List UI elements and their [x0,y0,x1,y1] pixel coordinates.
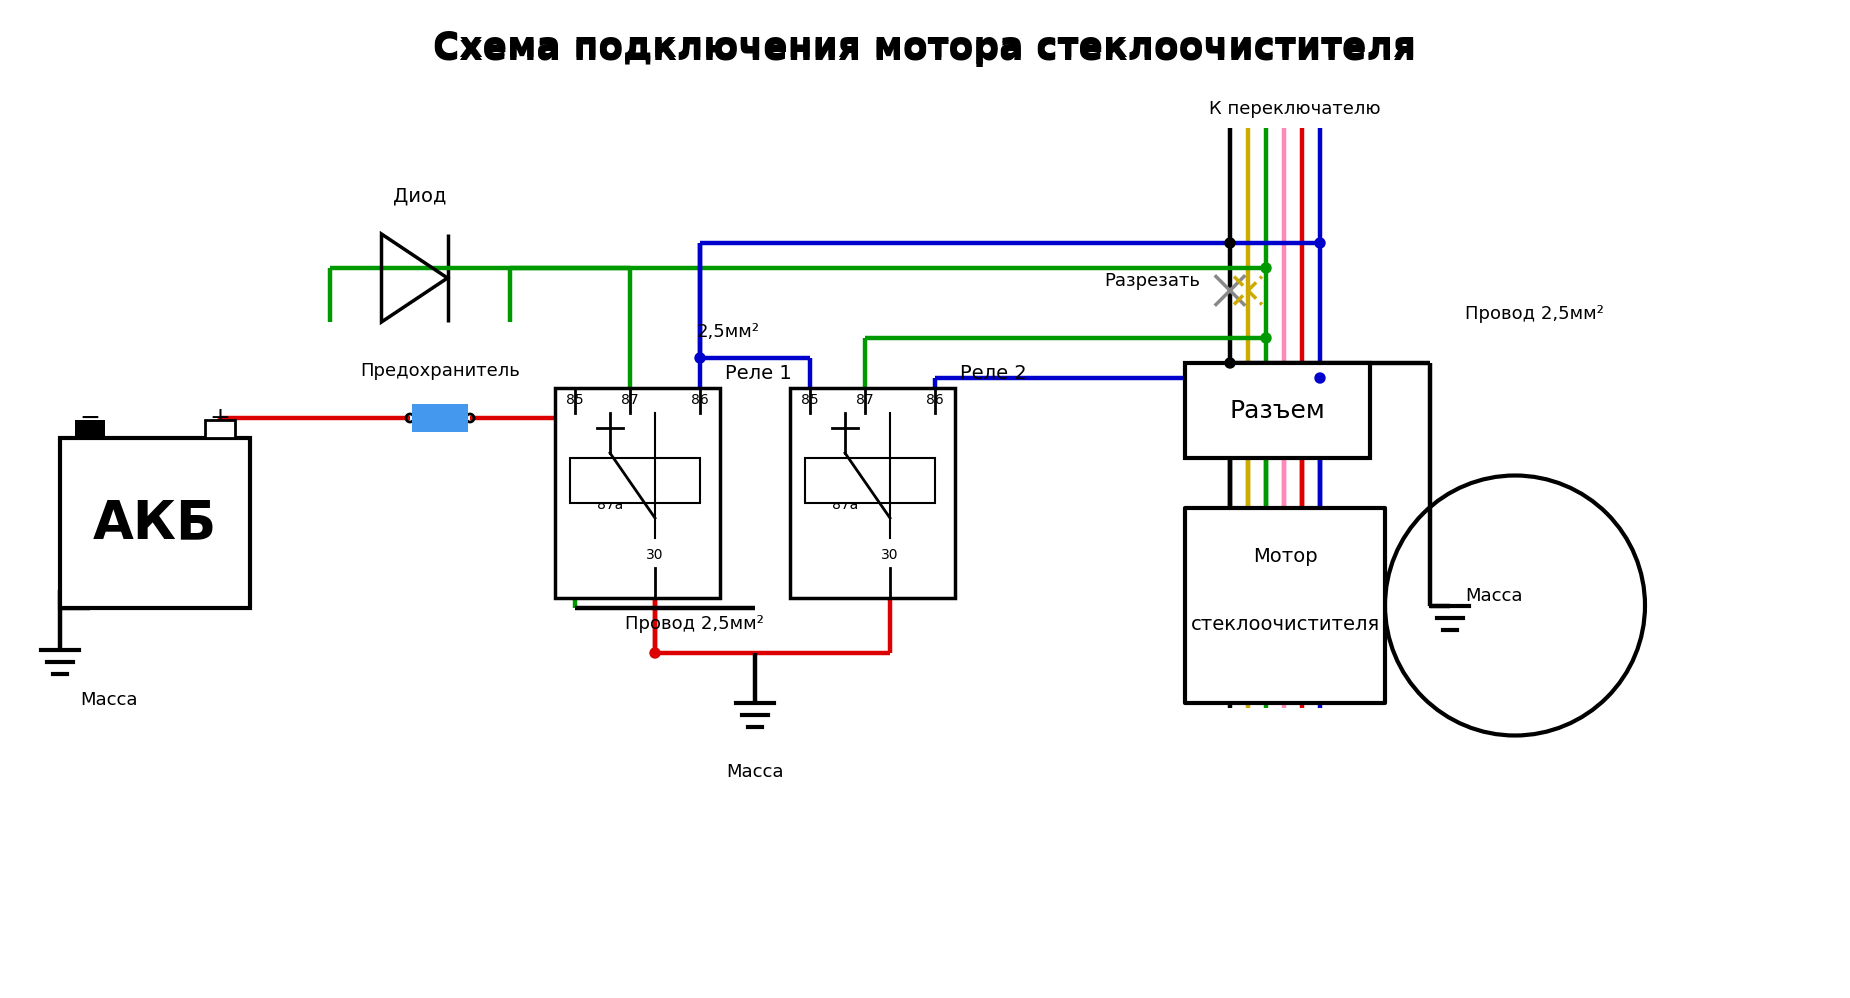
Text: Мотор

стеклоочистителя: Мотор стеклоочистителя [1190,547,1380,634]
Bar [570,458,699,503]
Text: Разъем: Разъем [1230,398,1325,422]
Text: Масса: Масса [727,763,784,781]
Text: 86: 86 [692,393,709,407]
Circle shape [1225,358,1236,368]
Bar [59,438,250,608]
Text: Схема подключения мотора стеклоочистителя: Схема подключения мотора стеклоочистител… [433,33,1417,67]
Circle shape [1262,263,1271,273]
Circle shape [696,353,705,363]
Text: 87a: 87a [832,498,858,512]
Circle shape [1262,333,1271,343]
Text: Реле 1: Реле 1 [725,364,792,383]
Bar [1186,363,1371,458]
Text: 30: 30 [881,548,899,562]
Bar [1186,508,1386,703]
Bar [805,458,934,503]
Text: К переключателю: К переключателю [1210,100,1380,118]
Bar [76,420,105,438]
Text: АКБ: АКБ [92,497,216,549]
Bar [790,388,955,598]
Text: Масса: Масса [1465,587,1523,605]
Text: Провод 2,5мм²: Провод 2,5мм² [1465,305,1604,323]
Text: Реле 2: Реле 2 [960,364,1027,383]
Text: 87a: 87a [598,498,623,512]
Circle shape [649,648,660,658]
Text: 85: 85 [566,393,585,407]
Text: 86: 86 [927,393,944,407]
Text: −: − [80,406,100,430]
Text: Провод 2,5мм²: Провод 2,5мм² [625,615,764,633]
Bar [555,388,720,598]
Text: Схема подключения мотора стеклоочистителя: Схема подключения мотора стеклоочистител… [433,30,1417,64]
Text: Предохранитель: Предохранитель [361,362,520,380]
Circle shape [1315,238,1325,248]
Bar [413,404,468,432]
Text: 30: 30 [646,548,664,562]
Circle shape [1315,373,1325,383]
Circle shape [1386,475,1645,736]
Text: Масса: Масса [80,691,137,709]
Text: +: + [209,406,231,430]
Text: Диод: Диод [394,186,446,205]
Text: 2,5мм²: 2,5мм² [697,323,760,341]
Text: Разрезать: Разрезать [1104,271,1201,289]
Text: 87: 87 [622,393,638,407]
Circle shape [1225,238,1236,248]
Text: 87: 87 [857,393,873,407]
Bar [205,420,235,438]
Text: 85: 85 [801,393,820,407]
